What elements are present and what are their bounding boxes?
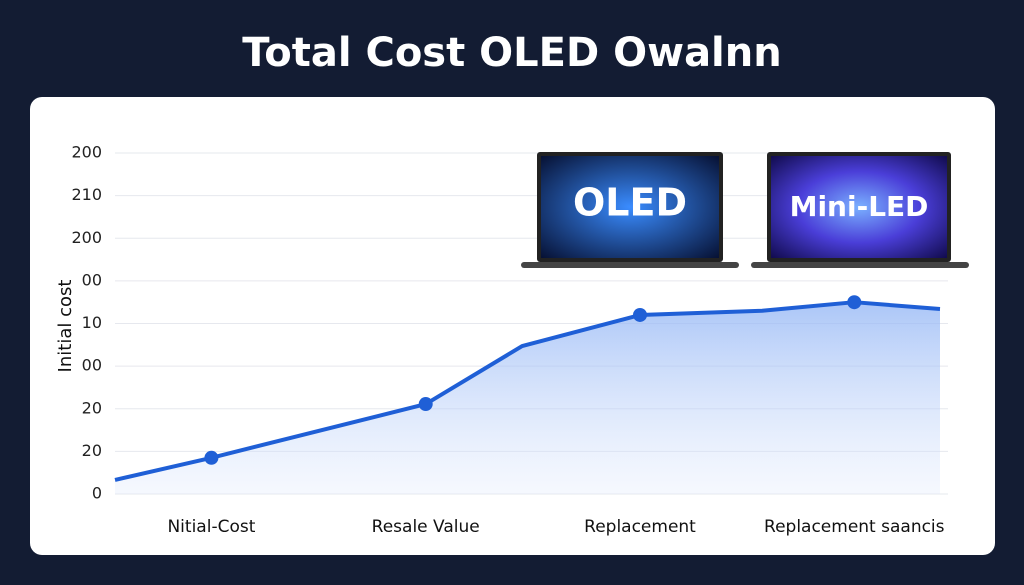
- y-tick-label: 20: [82, 398, 102, 417]
- annotation: Mini-LED: [790, 190, 929, 223]
- annotation: OLED: [573, 181, 687, 225]
- area: [115, 302, 940, 494]
- base: [751, 262, 969, 268]
- point: [204, 450, 219, 465]
- x-tick-label: Resale Value: [372, 517, 480, 537]
- screen: [541, 156, 719, 258]
- y-tick-label: 00: [82, 356, 102, 375]
- y-tick-label: 0: [92, 484, 102, 503]
- plot: 0 20 20 00 10 00 200 210 200 Nitial-Cost Resale Va…: [71, 143, 948, 537]
- point: [847, 295, 862, 310]
- y-axis-label: Initial cost: [55, 280, 76, 373]
- base: [521, 262, 739, 268]
- x-tick-label: Replacement: [584, 517, 696, 537]
- screen: [771, 156, 947, 258]
- y-tick-label: 10: [82, 313, 102, 332]
- y-tick-label: 20: [82, 441, 102, 460]
- chart-title: Total Cost OLED Owalnn: [242, 30, 781, 76]
- y-tick-label: 210: [71, 185, 102, 204]
- x-tick-label: Nitial-Cost: [167, 517, 255, 537]
- y-tick-label: 200: [71, 228, 102, 247]
- x-tick-label: Replacement saancis: [764, 517, 945, 537]
- y-tick-label: 00: [82, 270, 102, 289]
- laptop: OLED: [521, 152, 739, 268]
- point: [418, 397, 433, 412]
- y-tick-label: 200: [71, 143, 102, 162]
- line: [114, 300, 941, 482]
- point: [633, 307, 647, 322]
- laptop: Mini-LED: [751, 152, 969, 268]
